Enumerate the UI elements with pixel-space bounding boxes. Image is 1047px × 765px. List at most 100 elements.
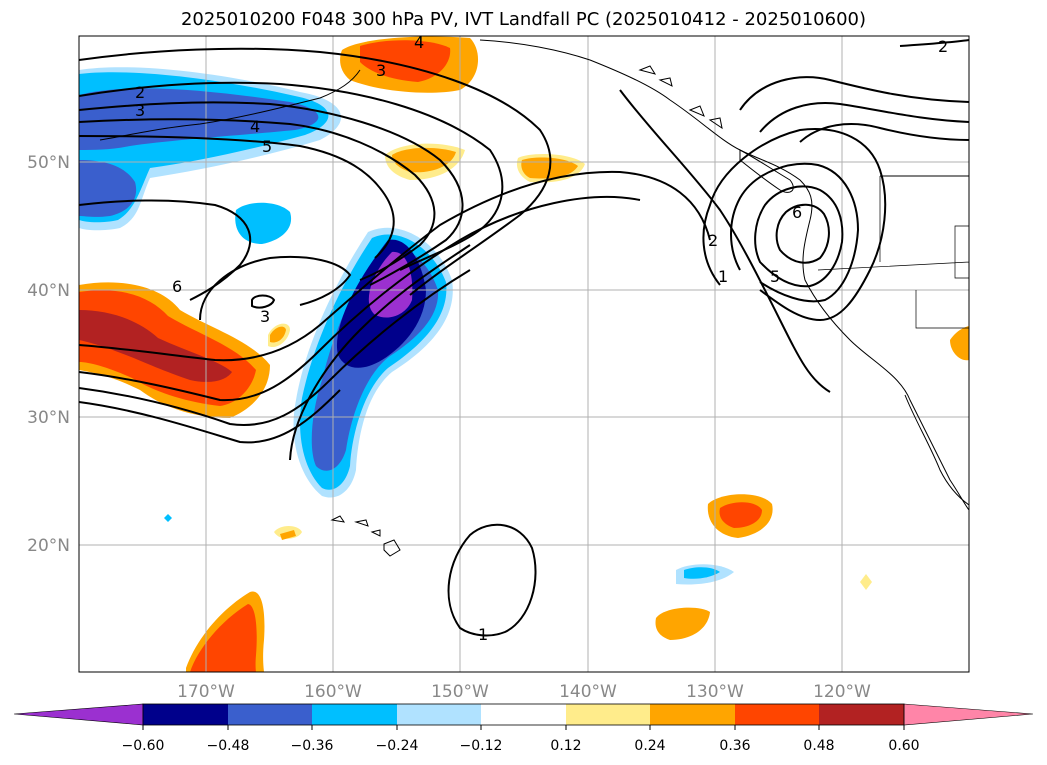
- gridlines: [79, 36, 969, 672]
- orange-region-southeast: [655, 607, 710, 640]
- colorbar-label: −0.36: [291, 738, 334, 754]
- contour-ridge-east-2: [730, 163, 860, 303]
- contour-trough-right-1: [289, 244, 471, 461]
- darkred-region-west: [79, 310, 232, 382]
- ivt-contours: [79, 39, 969, 637]
- contour-2-northwest: [79, 81, 504, 271]
- colorbar-bin: [312, 704, 397, 725]
- colorbar-bin: [735, 704, 819, 725]
- contour-lower-west-2: [79, 195, 641, 402]
- contour-label: 4: [414, 33, 424, 52]
- lat-label: 30°N: [27, 408, 70, 428]
- contour-ridge-outer: [619, 89, 831, 393]
- red-region-east: [719, 502, 762, 528]
- colorbar-label: 0.48: [803, 738, 834, 754]
- contour-3-northwest: [79, 101, 464, 286]
- contour-west-low-ring: [199, 255, 352, 321]
- colorbar-bin: [650, 704, 735, 725]
- lon-label: 150°W: [431, 682, 489, 702]
- orange-region-north-small: [392, 147, 456, 173]
- lon-label: 170°W: [177, 682, 235, 702]
- lon-label: 160°W: [304, 682, 362, 702]
- colorbar-bin: [143, 704, 228, 725]
- contour-5-northwest: [79, 135, 395, 259]
- hawaii-islands: [330, 515, 401, 557]
- colorbar-frame: [142, 703, 905, 726]
- contour-4-northwest: [79, 118, 436, 281]
- lon-label: 140°W: [559, 682, 617, 702]
- contour-ridge-east-4: [775, 203, 830, 264]
- lat-label: 20°N: [27, 536, 70, 556]
- contour-lower-west-1: [79, 170, 711, 362]
- contour-1-south: [447, 523, 537, 637]
- colorbar: −0.60 −0.48 −0.36 −0.24 −0.12 0.12 0.24 …: [13, 703, 1034, 754]
- contour-ridge-north-1: [739, 76, 969, 111]
- contour-label: 3: [376, 61, 386, 80]
- colorbar-labels: −0.60 −0.48 −0.36 −0.24 −0.12 0.12 0.24 …: [122, 738, 920, 754]
- alaska-islands: [638, 65, 723, 130]
- baja-coast: [904, 394, 969, 506]
- contour-west-main: [79, 47, 552, 296]
- lon-label: 130°W: [686, 682, 744, 702]
- contour-label: 4: [250, 117, 260, 136]
- blue-region-east-core: [684, 567, 720, 579]
- map-title: 2025010200 F048 300 hPa PV, IVT Landfall…: [180, 9, 867, 30]
- colorbar-ticks: [142, 725, 905, 730]
- red-region-southwest: [190, 604, 257, 672]
- contour-label: 2: [135, 83, 145, 102]
- lon-label: 120°W: [813, 682, 871, 702]
- colorbar-label: −0.12: [460, 738, 503, 754]
- colorbar-bin: [819, 704, 904, 725]
- pacific-northwest-coast: [802, 219, 969, 511]
- colorbar-label: −0.24: [376, 738, 419, 754]
- contour-lower-west-4: [79, 389, 341, 444]
- contour-3-low: [251, 294, 276, 309]
- map-frame: [78, 35, 970, 673]
- colorbar-label: −0.48: [207, 738, 250, 754]
- orange-region-far-east: [950, 326, 969, 361]
- colorbar-bin: [397, 704, 481, 725]
- vancouver-island: [739, 149, 794, 193]
- colorbar-max-extend: [903, 703, 1034, 726]
- colorbar-bin: [481, 704, 566, 725]
- colorbar-label: 0.36: [719, 738, 750, 754]
- contour-lower-west-3: [79, 269, 471, 427]
- contour-label: 5: [770, 267, 780, 286]
- longitude-labels: 170°W 160°W 150°W 140°W 130°W 120°W: [177, 682, 871, 702]
- contour-ridge-east-1: [702, 128, 887, 322]
- contour-ridge-north-2: [759, 102, 969, 133]
- contour-northeast-2: [899, 39, 969, 47]
- colorbar-label: −0.60: [122, 738, 165, 754]
- orange-region-tiny: [270, 326, 286, 343]
- map-area: 2 3 4 5 6 3 2 1 5 6 1 4 3 2: [79, 33, 969, 672]
- orange-dot-small: [280, 530, 296, 540]
- yellow-dot-east: [860, 574, 872, 590]
- colorbar-bin: [228, 704, 312, 725]
- colorbar-bin: [566, 704, 650, 725]
- coastlines: [99, 39, 969, 557]
- contour-label: 5: [262, 137, 272, 156]
- contour-6-west: [79, 199, 252, 301]
- lat-label: 40°N: [27, 281, 70, 301]
- contour-ridge-north-3: [799, 123, 969, 143]
- contour-label: 6: [172, 277, 182, 296]
- colorbar-label: 0.12: [550, 738, 581, 754]
- us-interior-borders: [817, 176, 969, 329]
- contour-label: 2: [708, 231, 718, 250]
- contour-label: 3: [260, 307, 270, 326]
- colorbar-min-extend: [13, 703, 144, 726]
- contour-labels: 2 3 4 5 6 3 2 1 5 6 1 4 3 2: [135, 33, 948, 644]
- blue-dot: [164, 514, 172, 522]
- contour-label: 1: [478, 625, 488, 644]
- colorbar-label: 0.60: [888, 738, 919, 754]
- colorbar-label: 0.24: [634, 738, 665, 754]
- contour-label: 3: [135, 101, 145, 120]
- positive-anomaly-fills: [79, 36, 969, 672]
- contour-ridge-east-3: [754, 185, 844, 288]
- contour-label: 6: [792, 203, 802, 222]
- latitude-labels: 50°N 40°N 30°N 20°N: [27, 153, 70, 556]
- contour-label: 1: [718, 267, 728, 286]
- alaska-south-coast: [479, 39, 813, 221]
- alaska-aleutians-coast: [99, 69, 361, 141]
